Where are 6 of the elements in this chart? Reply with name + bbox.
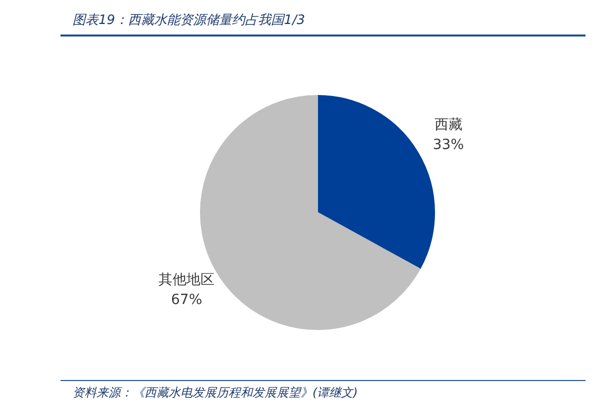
text: 资料来源：《西藏水电发展历程和发展展望》(谭继文): [72, 386, 358, 400]
data-label: 33%: [432, 137, 464, 154]
chart-title: 图表19：西藏水能资源储量约占我国1/3: [72, 13, 305, 28]
slice-label: 西藏: [434, 117, 462, 134]
data-label: 67%: [171, 292, 202, 308]
slice-label: 其他地区: [158, 272, 215, 288]
